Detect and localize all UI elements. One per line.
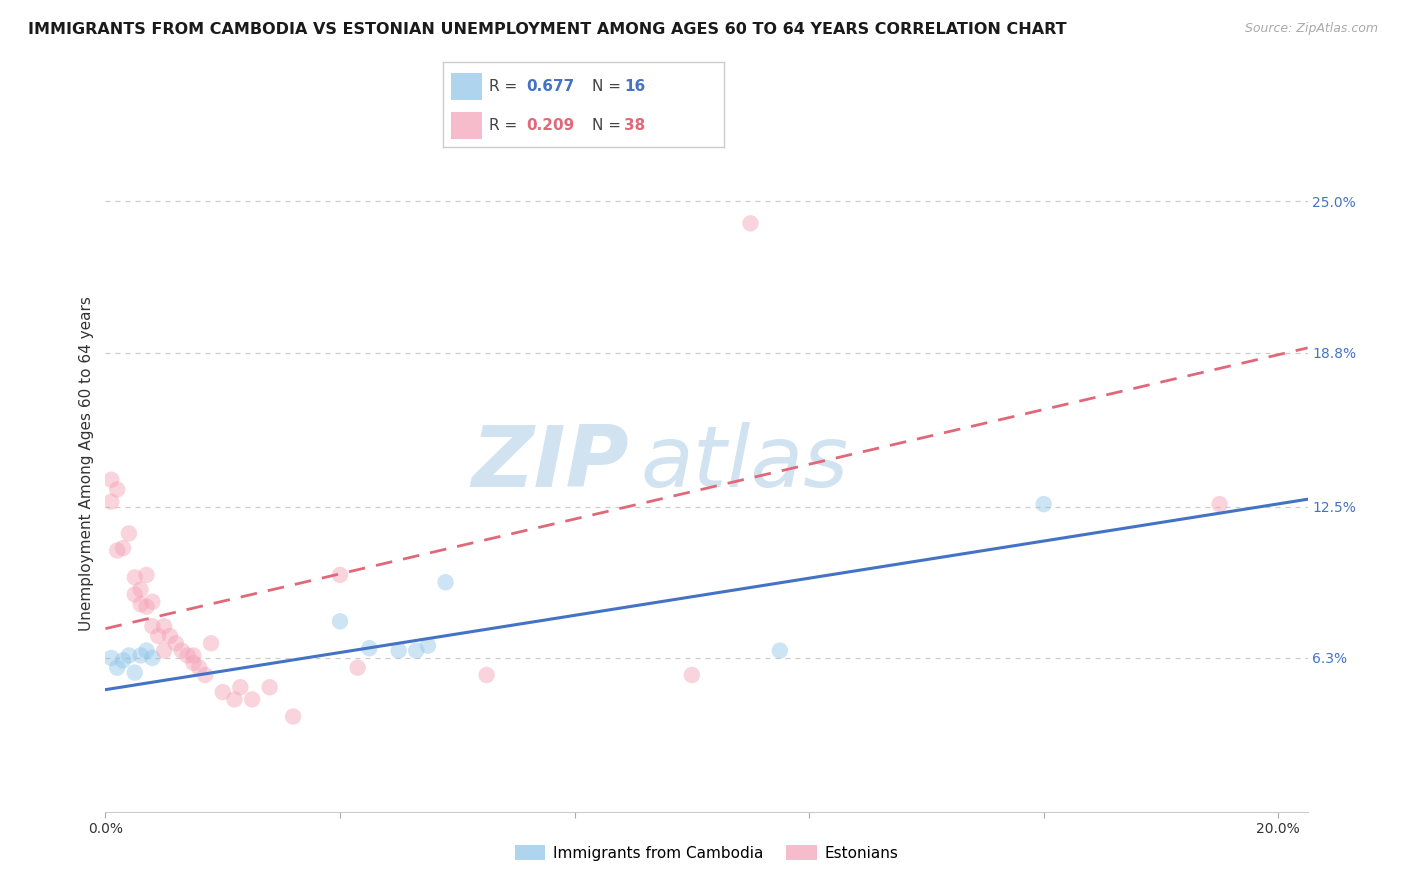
Point: [112, 541, 135, 555]
Point: [129, 648, 152, 663]
Text: Source: ZipAtlas.com: Source: ZipAtlas.com: [1244, 22, 1378, 36]
Point: [475, 668, 498, 682]
Point: [135, 568, 157, 582]
FancyBboxPatch shape: [451, 112, 482, 139]
Point: [259, 680, 281, 694]
Point: [405, 643, 427, 657]
Point: [200, 636, 222, 650]
Point: [159, 629, 181, 643]
Point: [170, 643, 193, 657]
Point: [769, 643, 792, 657]
Point: [188, 661, 211, 675]
Point: [211, 685, 233, 699]
Point: [100, 494, 122, 508]
Point: [129, 582, 152, 597]
Point: [153, 643, 176, 657]
Point: [105, 543, 128, 558]
Point: [388, 643, 411, 657]
Text: ZIP: ZIP: [471, 422, 628, 506]
Point: [359, 641, 381, 656]
Point: [135, 599, 157, 614]
Point: [148, 629, 170, 643]
Text: R =: R =: [489, 78, 523, 94]
Legend: Immigrants from Cambodia, Estonians: Immigrants from Cambodia, Estonians: [509, 838, 904, 867]
Point: [416, 639, 439, 653]
Text: N =: N =: [592, 118, 626, 133]
Point: [224, 692, 246, 706]
Point: [194, 668, 217, 682]
Y-axis label: Unemployment Among Ages 60 to 64 years: Unemployment Among Ages 60 to 64 years: [79, 296, 94, 632]
Text: R =: R =: [489, 118, 523, 133]
Point: [124, 570, 146, 584]
Point: [153, 619, 176, 633]
Text: IMMIGRANTS FROM CAMBODIA VS ESTONIAN UNEMPLOYMENT AMONG AGES 60 TO 64 YEARS CORR: IMMIGRANTS FROM CAMBODIA VS ESTONIAN UNE…: [28, 22, 1067, 37]
Point: [112, 653, 135, 667]
Point: [118, 526, 141, 541]
Point: [240, 692, 263, 706]
Point: [1032, 497, 1054, 511]
FancyBboxPatch shape: [451, 72, 482, 100]
Text: 0.209: 0.209: [526, 118, 574, 133]
Point: [118, 648, 141, 663]
Text: 38: 38: [624, 118, 645, 133]
Point: [346, 661, 368, 675]
Point: [183, 648, 205, 663]
Point: [129, 597, 152, 611]
Point: [124, 665, 146, 680]
Text: 16: 16: [624, 78, 645, 94]
Point: [165, 636, 187, 650]
Point: [124, 587, 146, 601]
Point: [105, 661, 128, 675]
Point: [434, 575, 457, 590]
Point: [740, 216, 762, 230]
Point: [141, 595, 163, 609]
Point: [329, 568, 352, 582]
Point: [176, 648, 198, 663]
Point: [1208, 497, 1230, 511]
Point: [105, 483, 128, 497]
Point: [100, 651, 122, 665]
Point: [681, 668, 703, 682]
Point: [135, 643, 157, 657]
Point: [329, 615, 352, 629]
Text: N =: N =: [592, 78, 626, 94]
Point: [183, 656, 205, 670]
Point: [281, 709, 304, 723]
Point: [229, 680, 252, 694]
Text: 0.677: 0.677: [526, 78, 574, 94]
Point: [141, 619, 163, 633]
Point: [100, 473, 122, 487]
Point: [141, 651, 163, 665]
Text: atlas: atlas: [640, 422, 848, 506]
